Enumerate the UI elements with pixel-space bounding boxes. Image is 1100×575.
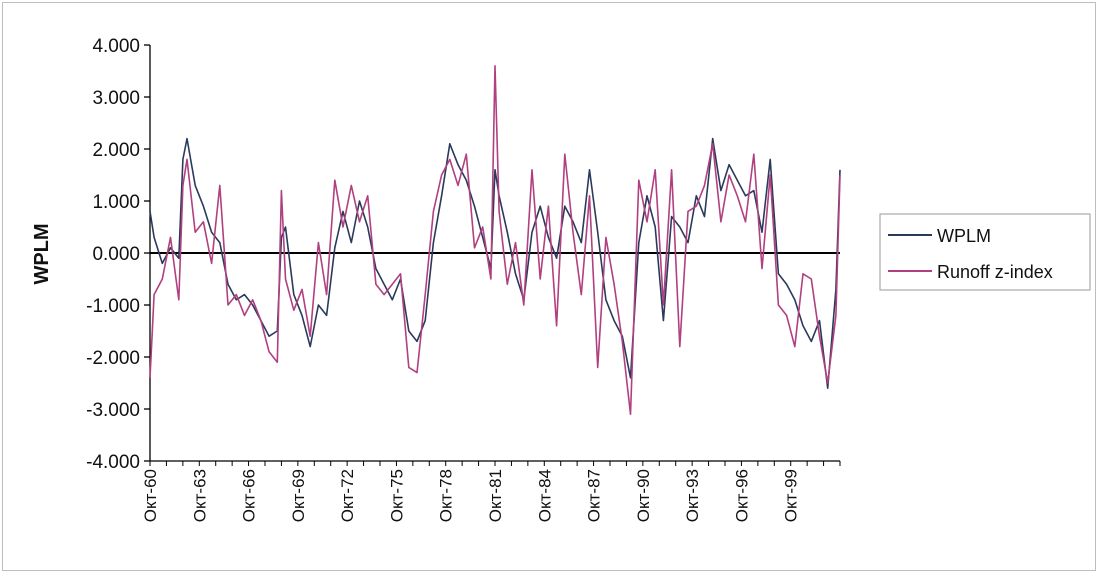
series-line-runoff [149,65,841,416]
y-tick-label: -4.000 [86,452,140,473]
y-axis-title: WPLM [31,223,53,284]
x-tick-label: Окт-78 [437,469,456,522]
x-tick-label: Окт-60 [141,469,160,522]
x-tick-label: Окт-66 [240,469,259,522]
x-tick-label: Окт-84 [535,469,554,522]
x-tick-label: Окт-90 [634,469,653,522]
x-tick-label: Окт-81 [486,469,505,522]
y-tick-label: -1.000 [86,296,140,317]
y-tick-label: 2.000 [92,140,140,161]
x-tick-label: Окт-69 [289,469,308,522]
x-tick-label: Окт-93 [683,469,702,522]
series-line-wplm [149,137,841,390]
x-axis: Окт-60 Окт-63 Окт-66 Окт-69 Окт-72 Окт-75 Окт-… [141,460,841,522]
x-tick-label: Окт-96 [732,469,751,522]
legend: WPLM Runoff z-index [879,213,1091,291]
y-tick-label: -3.000 [86,400,140,421]
x-tick-label: Окт-99 [782,469,801,522]
y-tick-label: 3.000 [92,88,140,109]
series-layer [149,65,841,416]
x-tick-label: Окт-63 [190,469,209,522]
legend-box [879,213,1091,291]
y-tick-label: 0.000 [92,244,140,265]
x-tick-label: Окт-72 [338,469,357,522]
y-tick-label: 4.000 [92,36,140,57]
x-tick-label: Окт-87 [585,469,604,522]
x-tick-label: Окт-75 [387,469,406,522]
y-axis: 4.000 3.000 2.000 1.000 0.000 -1.000 -2.000 -3.… [86,36,151,473]
y-tick-label: 1.000 [92,192,140,213]
y-tick-label: -2.000 [86,348,140,369]
legend-label-wplm: WPLM [937,226,991,246]
legend-label-runoff: Runoff z-index [937,262,1053,282]
